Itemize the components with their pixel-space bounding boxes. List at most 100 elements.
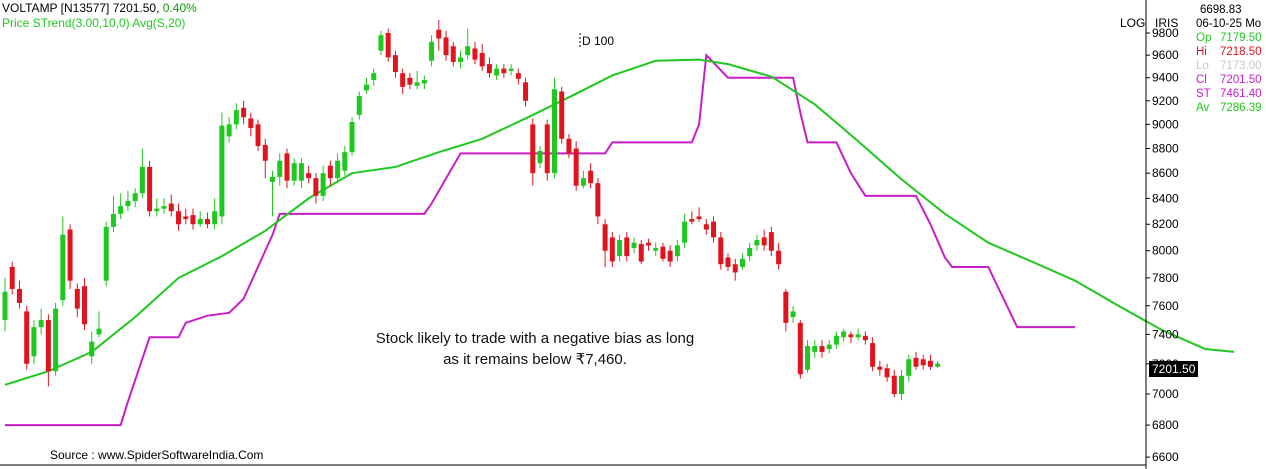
candle-body [544,124,550,174]
candle-body [219,125,225,217]
candle [631,237,637,254]
candle-body [761,237,767,246]
candle [508,64,514,76]
candle [154,198,160,217]
candle [833,331,839,349]
info-value: 7201.50 [1220,74,1262,86]
candle-body [573,148,579,186]
candle-body [89,341,95,357]
info-key: Hi [1196,46,1207,58]
candle-body [848,334,854,338]
candle [660,242,666,262]
candle [884,363,890,382]
candle [551,77,557,179]
candle-body [298,163,304,181]
candle-body [739,258,745,267]
candle-body [241,107,247,118]
candle-body [168,203,174,212]
candle-body [457,57,463,62]
candle [573,141,579,191]
candle-body [400,73,406,87]
candle-body [2,291,8,320]
candle-body [450,46,456,62]
info-row-supertrend: ST 7461.40 [1196,87,1262,101]
candle [45,314,51,387]
candle-body [465,46,471,56]
info-row-high: Hi 7218.50 [1196,45,1262,59]
info-value: 7179.50 [1220,32,1262,44]
candle [768,226,774,257]
log-toggle[interactable]: LOG [1120,16,1146,30]
candle-body [559,91,565,139]
candle-body [703,224,709,230]
candle [436,19,442,51]
candle [197,211,203,227]
candle [421,75,427,90]
candle-body [154,208,160,212]
candle [725,253,731,272]
average-line [4,58,1235,386]
candle-body [826,344,832,349]
candle [870,337,876,372]
candle-body [356,96,362,115]
candle [465,28,471,60]
candle [147,160,153,217]
candle [270,170,276,217]
candle [559,86,565,144]
candle-body [197,219,203,225]
d100-label: D 100 [582,34,615,48]
candle-body [291,163,297,181]
candle [523,77,529,107]
candle [645,238,651,251]
candle [67,224,73,289]
candle [2,277,8,332]
candle [414,70,420,90]
candle [472,41,478,65]
candle-body [580,178,586,186]
candle [24,305,30,370]
candle [306,165,312,184]
candle [335,153,341,184]
candle [718,232,724,270]
candle [233,103,239,130]
candle-body [920,359,926,366]
candle-body [277,160,283,177]
candle [139,148,145,199]
info-key: Lo [1196,60,1209,72]
candle [891,369,897,398]
candle [262,138,268,179]
candle-body [306,173,312,179]
candle [342,146,348,176]
candle-body [609,237,615,262]
candle [862,331,868,345]
candle-body [364,84,369,91]
candle-body [862,335,868,341]
candle-body [566,138,572,154]
candle [284,148,290,189]
candle [176,203,182,231]
candle [429,35,435,67]
candle [747,242,753,262]
candle-body [53,308,59,372]
candle [848,331,854,344]
candle-body [776,250,782,265]
iris-toggle[interactable]: IRIS [1155,16,1179,30]
candle-body [913,357,919,367]
candle [168,194,174,217]
candle [826,340,832,354]
info-row-open: Op 7179.50 [1196,31,1262,45]
candle-body [790,311,796,318]
cursor-value: 6698.83 [1200,4,1242,16]
candle-body [342,152,348,171]
candle [298,158,304,189]
candle-body [711,221,717,238]
candle-body [74,288,80,309]
candle-body [884,368,890,378]
candle [125,190,131,212]
candle-body [407,77,413,85]
candle-body [588,170,594,184]
candle-body [147,166,153,212]
candle-body [899,375,905,394]
candle [183,208,189,225]
